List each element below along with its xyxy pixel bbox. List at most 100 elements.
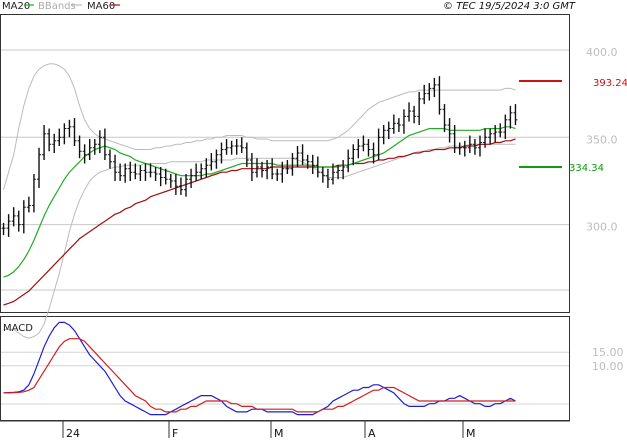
price-bar: [315, 156, 320, 178]
price-bar: [325, 168, 330, 188]
price-bar: [102, 128, 107, 161]
price-bar: [472, 139, 477, 155]
price-bar: [422, 84, 427, 105]
price-bar: [305, 154, 310, 169]
macd-y-tick-label: 15.00: [592, 346, 624, 359]
ma20-line: [3, 126, 516, 278]
price-bar: [173, 173, 178, 195]
price-bar: [386, 121, 391, 140]
price-bar: [275, 168, 280, 181]
price-bar: [168, 173, 173, 188]
price-bar: [498, 123, 503, 138]
price-bar: [295, 146, 300, 167]
bbands-upper-line: [3, 63, 516, 190]
price-bar: [452, 125, 457, 154]
price-bar: [26, 196, 31, 213]
price-bar: [209, 153, 214, 171]
lower-marker-value: 334.34: [569, 163, 604, 174]
price-bar: [457, 142, 462, 155]
price-bar: [442, 104, 447, 133]
macd-y-tick-label: 10.00: [592, 360, 624, 373]
price-y-tick-label: 300.0: [586, 221, 618, 234]
macd-series-layer: [3, 321, 516, 416]
price-bar: [229, 140, 234, 155]
price-bar: [341, 160, 346, 180]
price-bar: [427, 83, 432, 101]
price-bar: [6, 214, 11, 237]
x-tick-label: F: [172, 427, 178, 440]
price-bar: [447, 118, 452, 143]
price-bar: [493, 125, 498, 143]
price-bar: [57, 128, 62, 147]
legend: MA20 BBands MA60: [2, 1, 120, 12]
price-series-layer: [1, 63, 518, 339]
price-bar: [239, 137, 244, 154]
price-bar: [62, 123, 67, 145]
price-bar: [265, 160, 270, 180]
price-bar: [31, 173, 36, 213]
price-bar: [280, 161, 285, 183]
price-y-tick-label: 350.0: [586, 133, 618, 146]
price-bar: [128, 161, 133, 181]
price-bar: [219, 142, 224, 164]
price-bar: [432, 77, 437, 98]
price-bar: [97, 130, 102, 154]
legend-ma20-label: MA20: [2, 1, 30, 12]
price-bar: [42, 125, 47, 161]
price-bar: [407, 102, 412, 122]
price-bar: [488, 128, 493, 145]
price-bar: [346, 149, 351, 173]
bbands-lower-line: [3, 143, 516, 339]
price-bar: [123, 163, 128, 183]
source-stamp: © TEC 19/5/2024 3:0 GMT: [443, 1, 576, 12]
price-bar: [52, 133, 57, 154]
price-bar: [47, 128, 52, 152]
price-bar: [513, 104, 518, 126]
price-bar: [503, 114, 508, 140]
price-bar: [412, 105, 417, 124]
price-bar: [336, 165, 341, 180]
price-bar: [113, 154, 118, 181]
price-y-tick-label: 400.0: [586, 46, 618, 59]
price-bar: [194, 163, 199, 181]
price-bar: [118, 163, 123, 181]
price-bar: [16, 210, 21, 232]
price-bar: [148, 163, 153, 178]
price-bar: [214, 149, 219, 169]
price-bar: [351, 144, 356, 166]
price-bar: [356, 139, 361, 159]
price-bar: [92, 139, 97, 155]
legend-bbands-label: BBands: [38, 1, 76, 12]
price-bar: [133, 163, 138, 180]
price-bar: [249, 153, 254, 181]
price-bar: [178, 177, 183, 195]
price-bar: [189, 168, 194, 188]
upper-marker-value: 393.24: [593, 78, 627, 89]
macd-signal-line: [3, 338, 516, 413]
price-bar: [417, 91, 422, 126]
price-bar: [158, 166, 163, 187]
price-bar: [77, 135, 82, 159]
price-bar: [320, 166, 325, 183]
price-bar: [11, 207, 16, 227]
price-bar: [82, 144, 87, 164]
price-panel-frame: [0, 14, 570, 313]
price-bar: [260, 161, 265, 178]
price-bar: [310, 154, 315, 174]
price-bar: [285, 160, 290, 174]
price-bar: [87, 139, 92, 161]
price-bar: [184, 173, 189, 197]
price-bar: [21, 200, 26, 234]
x-tick-label: 24: [66, 427, 80, 440]
price-bar: [143, 163, 148, 181]
price-bar: [270, 158, 275, 180]
x-tick-label: A: [368, 427, 376, 440]
price-bar: [462, 140, 467, 157]
price-bar: [396, 118, 401, 133]
price-bar: [204, 158, 209, 178]
price-gridlines: [1, 49, 569, 291]
price-bar: [72, 118, 77, 147]
price-bar: [467, 135, 472, 154]
x-tick-label: M: [466, 427, 476, 440]
